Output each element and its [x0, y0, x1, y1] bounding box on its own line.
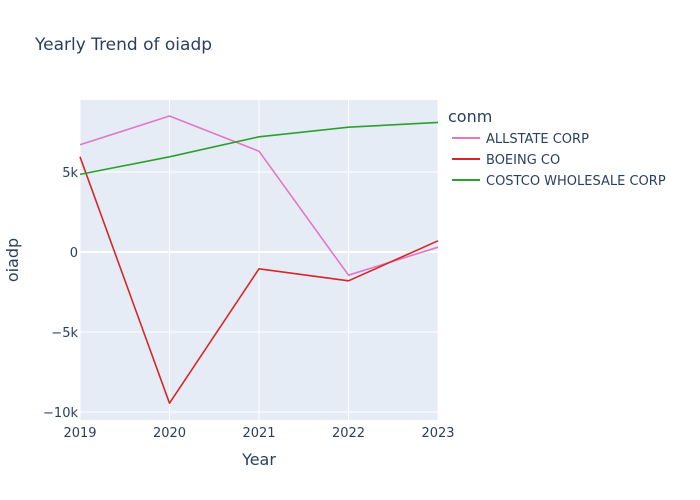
legend-label: BOEING CO — [486, 153, 560, 168]
series-line-boeing-co — [79, 156, 439, 405]
x-axis-ticks: 2019 2020 2021 2022 2023 — [63, 426, 454, 441]
legend[interactable]: conm ALLSTATE CORP BOEING CO COSTCO WHOLES… — [448, 107, 666, 189]
x-tick-label: 2020 — [153, 426, 186, 441]
y-tick-label: 5k — [62, 166, 78, 181]
x-tick-label: 2022 — [332, 426, 365, 441]
x-axis-title: Year — [241, 450, 276, 469]
legend-label: ALLSTATE CORP — [486, 132, 589, 147]
x-tick-label: 2023 — [421, 426, 454, 441]
grid-lines — [79, 100, 439, 420]
y-tick-label: 0 — [70, 246, 78, 261]
legend-label: COSTCO WHOLESALE CORP — [486, 174, 666, 189]
series-layer — [79, 115, 439, 405]
y-tick-label: −10k — [43, 406, 78, 421]
x-tick-label: 2019 — [63, 426, 96, 441]
legend-title: conm — [448, 107, 492, 126]
series-line-costco-wholesale-corp — [79, 121, 439, 176]
y-axis-ticks: 5k 0 −5k −10k — [43, 166, 78, 421]
y-axis-title: oiadp — [3, 238, 22, 282]
chart-title: Yearly Trend of oiadp — [34, 35, 212, 55]
legend-item[interactable]: BOEING CO — [452, 153, 560, 168]
series-line-allstate-corp — [79, 115, 439, 277]
y-tick-label: −5k — [51, 326, 78, 341]
x-tick-label: 2021 — [242, 426, 275, 441]
legend-item[interactable]: ALLSTATE CORP — [452, 132, 589, 147]
legend-item[interactable]: COSTCO WHOLESALE CORP — [452, 174, 666, 189]
